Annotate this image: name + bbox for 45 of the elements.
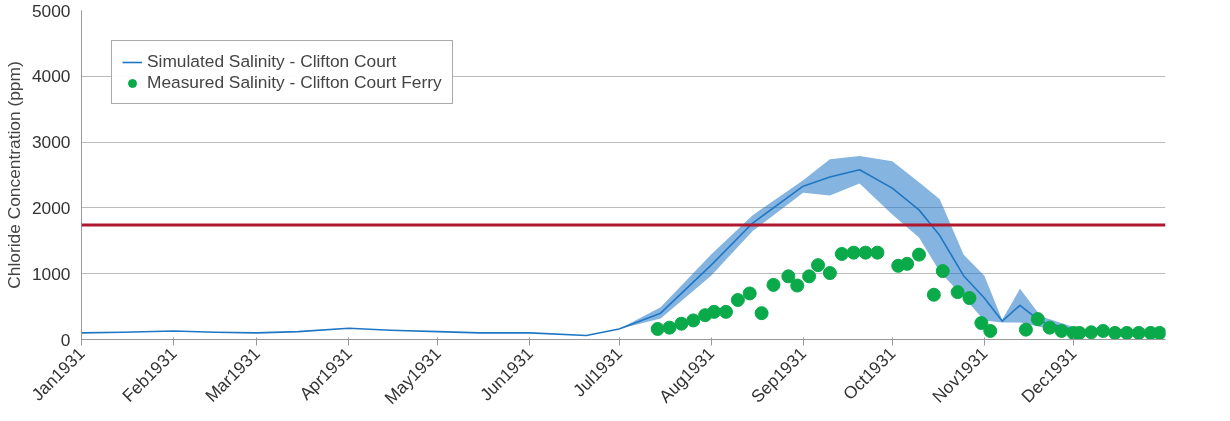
- point: [1131, 325, 1146, 340]
- point: [718, 304, 733, 319]
- point: [1042, 320, 1057, 335]
- y-tick-label: 0: [60, 329, 71, 350]
- point: [781, 269, 796, 284]
- point: [926, 287, 941, 302]
- point: [912, 247, 926, 262]
- point: [742, 286, 757, 301]
- point: [870, 245, 885, 260]
- point: [802, 269, 817, 284]
- point: [650, 321, 665, 336]
- point: [707, 304, 722, 319]
- y-tick-label: 5000: [31, 0, 71, 21]
- point: [846, 245, 861, 260]
- point: [1018, 322, 1033, 337]
- point: [730, 293, 745, 308]
- point: [983, 323, 998, 338]
- point: [1096, 323, 1111, 338]
- point: [974, 316, 989, 331]
- y-tick-label: 3000: [31, 132, 71, 153]
- y-tick-label: 1000: [31, 263, 71, 284]
- point: [935, 264, 950, 279]
- point: [900, 256, 915, 271]
- y-axis-title: Chloride Concentration (ppm): [3, 61, 24, 289]
- point: [962, 291, 977, 306]
- point: [1030, 312, 1045, 327]
- point: [1119, 325, 1134, 340]
- y-tick-label: 2000: [31, 197, 71, 218]
- point: [754, 306, 769, 321]
- point: [858, 245, 873, 260]
- point: [950, 285, 965, 300]
- point: [766, 277, 781, 292]
- point: [822, 266, 837, 281]
- point: [1054, 323, 1069, 338]
- legend-label: Measured Salinity - Clifton Court Ferry: [147, 72, 442, 93]
- point: [1084, 325, 1099, 340]
- point: [1108, 325, 1123, 340]
- legend-label: Simulated Salinity - Clifton Court: [147, 51, 397, 72]
- point: [811, 258, 826, 273]
- point: [662, 320, 677, 335]
- point: [834, 246, 849, 261]
- point: [790, 278, 805, 293]
- y-tick-label: 4000: [31, 66, 71, 87]
- point: [686, 313, 701, 328]
- point: [674, 316, 689, 331]
